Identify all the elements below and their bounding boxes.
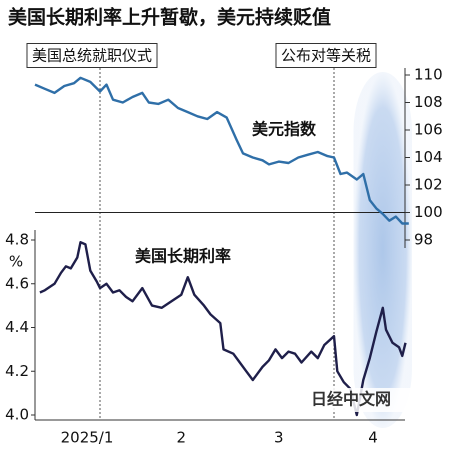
annotation-label: 美国总统就职仪式 bbox=[32, 47, 152, 65]
y2-tick-label: 106 bbox=[414, 121, 443, 139]
y-unit: % bbox=[9, 253, 23, 271]
y2-tick-label: 110 bbox=[414, 66, 443, 84]
x-tick-label: 4 bbox=[368, 429, 378, 447]
y-tick-label: 4.6 bbox=[5, 274, 29, 292]
chart-title: 美国长期利率上升暂歇，美元持续贬值 bbox=[8, 6, 331, 29]
y-tick-label: 4.4 bbox=[5, 318, 29, 336]
data-line bbox=[34, 76, 409, 225]
annotation-box bbox=[275, 43, 377, 68]
highlight-band bbox=[353, 72, 412, 428]
y2-tick-label: 98 bbox=[414, 231, 433, 249]
y-tick-label: 4.0 bbox=[5, 406, 29, 424]
background-layer bbox=[353, 72, 412, 428]
y2-tick-label: 108 bbox=[414, 93, 443, 111]
x-tick-label: 3 bbox=[274, 429, 284, 447]
watermark: 日经中文网 bbox=[311, 390, 391, 409]
y2-tick-label: 100 bbox=[414, 203, 443, 221]
annotation-label: 公布对等关税 bbox=[281, 47, 371, 65]
series-label: 美国长期利率 bbox=[135, 247, 231, 266]
watermark-bg bbox=[288, 388, 414, 412]
series-label: 美元指数 bbox=[252, 120, 317, 139]
y2-tick-label: 104 bbox=[414, 148, 443, 166]
x-tick-label: 2 bbox=[176, 429, 186, 447]
y2-tick-label: 102 bbox=[414, 176, 443, 194]
y-tick-label: 4.2 bbox=[5, 362, 29, 380]
y-tick-label: 4.8 bbox=[5, 231, 29, 249]
annotation-box bbox=[26, 43, 158, 68]
x-tick-label: 2025/1 bbox=[61, 429, 114, 447]
